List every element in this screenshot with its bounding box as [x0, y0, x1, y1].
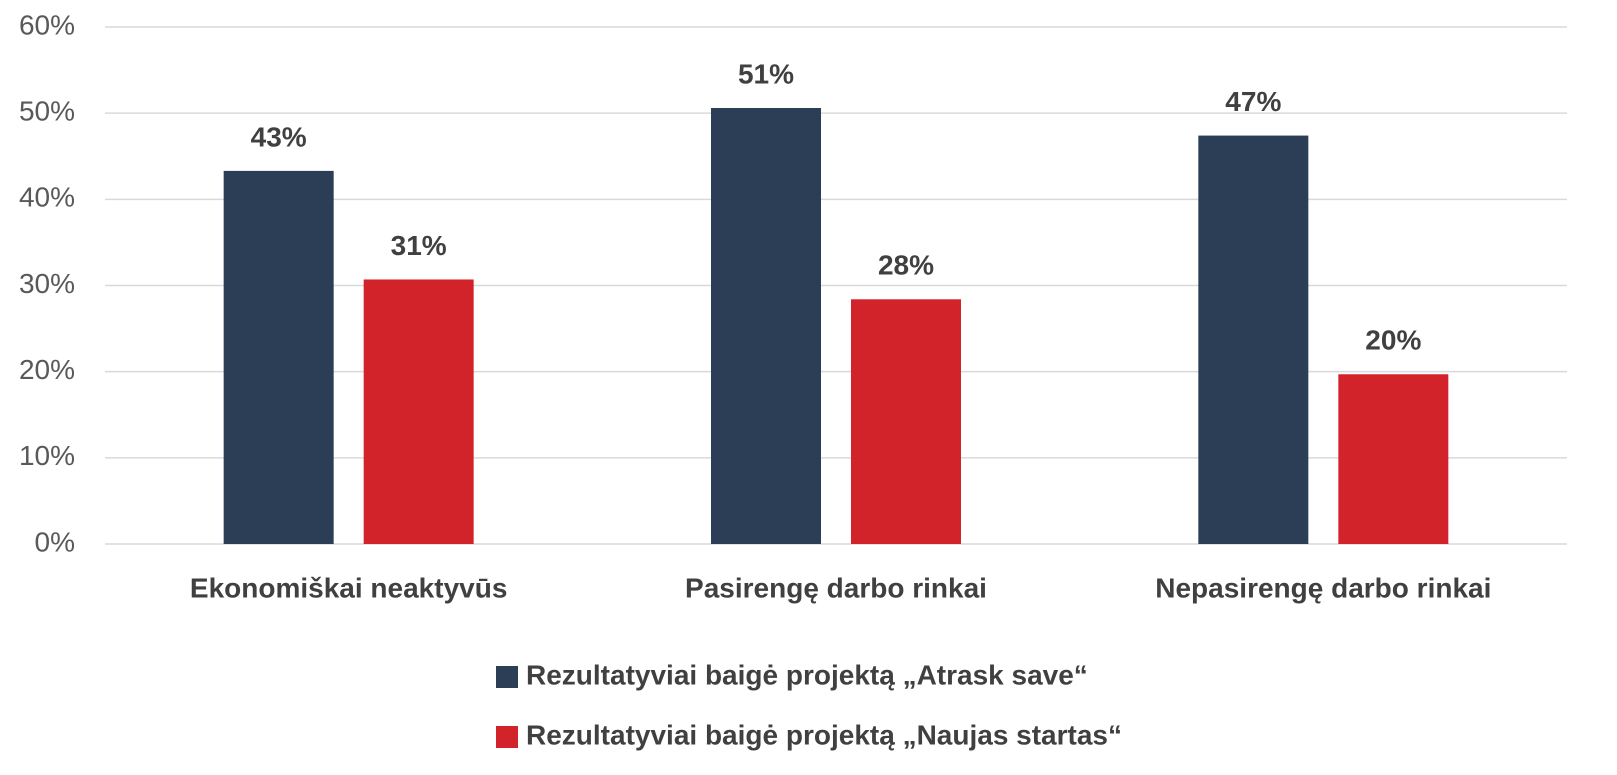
bar — [851, 299, 961, 544]
x-tick-label: Ekonomiškai neaktyvūs — [190, 572, 507, 603]
bar — [1338, 374, 1449, 544]
y-tick-label: 10% — [19, 440, 75, 471]
bar — [363, 279, 474, 544]
data-label: 47% — [1225, 86, 1281, 117]
y-tick-label: 50% — [19, 96, 75, 127]
legend-swatch — [496, 726, 518, 748]
legend-swatch — [496, 666, 518, 688]
data-label: 43% — [251, 121, 307, 152]
data-label: 28% — [878, 250, 934, 281]
y-tick-label: 30% — [19, 268, 75, 299]
legend-label: Rezultatyviai baigė projektą „Naujas sta… — [526, 719, 1122, 750]
y-tick-label: 20% — [19, 354, 75, 385]
y-tick-label: 0% — [35, 526, 75, 557]
y-tick-label: 40% — [19, 182, 75, 213]
legend-label: Rezultatyviai baigė projektą „Atrask sav… — [526, 659, 1088, 690]
bar — [223, 170, 334, 545]
y-tick-label: 60% — [19, 9, 75, 40]
bar — [1198, 135, 1309, 544]
data-label: 20% — [1365, 325, 1421, 356]
data-label: 31% — [391, 230, 447, 261]
x-tick-label: Pasirengę darbo rinkai — [685, 572, 987, 603]
bar — [711, 107, 821, 544]
data-label: 51% — [738, 58, 794, 89]
x-tick-label: Nepasirengę darbo rinkai — [1155, 572, 1491, 603]
